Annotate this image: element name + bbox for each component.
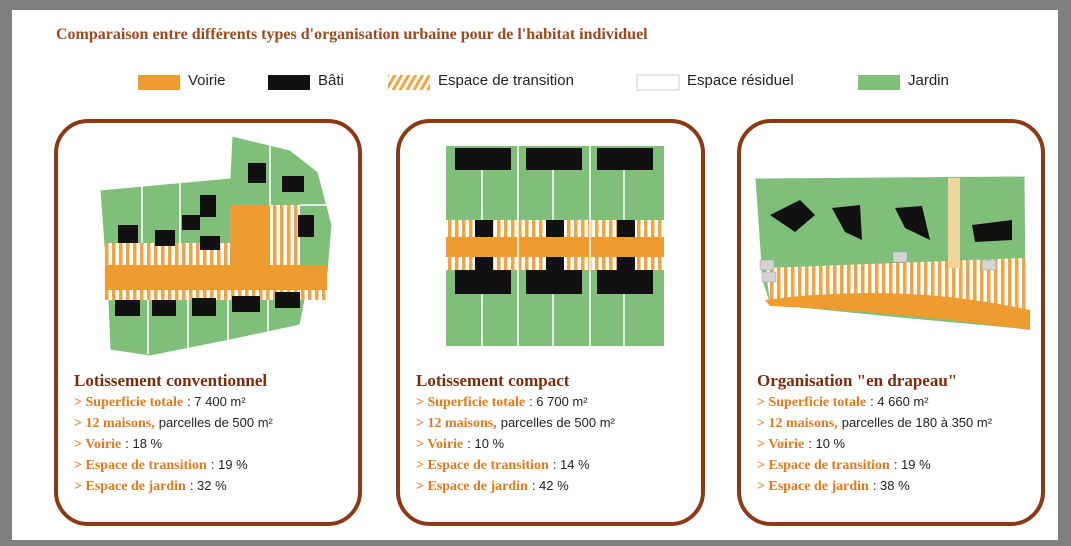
item-value: : 10 % bbox=[467, 436, 505, 451]
card-item: > Espace de transition: 19 % bbox=[74, 455, 354, 476]
card-item: > Superficie totale: 6 700 m² bbox=[416, 392, 696, 413]
item-value: : 7 400 m² bbox=[187, 394, 246, 409]
swatch-residuel bbox=[636, 74, 680, 91]
card-title: Organisation "en drapeau" bbox=[757, 371, 958, 390]
item-value: : 32 % bbox=[189, 478, 227, 493]
item-label: > Voirie bbox=[416, 437, 464, 452]
legend-label: Bâti bbox=[318, 72, 344, 89]
card-item: > 12 maisons, parcelles de 180 à 350 m² bbox=[757, 413, 1002, 434]
item-label: > 12 maisons, bbox=[74, 416, 155, 431]
swatch-bati bbox=[268, 75, 310, 90]
item-label: > Espace de jardin bbox=[74, 479, 186, 494]
card-item: > Voirie: 10 % bbox=[416, 434, 696, 455]
card-border bbox=[737, 119, 1045, 526]
card-item: > Voirie: 18 % bbox=[74, 434, 354, 455]
card-text: Organisation "en drapeau" > Superficie to… bbox=[757, 370, 1002, 497]
legend-label: Voirie bbox=[188, 72, 226, 89]
legend-label: Jardin bbox=[908, 72, 949, 89]
item-value: : 19 % bbox=[210, 457, 248, 472]
card-title: Lotissement compact bbox=[416, 371, 570, 390]
card-item: > 12 maisons, parcelles de 500 m² bbox=[416, 413, 696, 434]
item-value: : 14 % bbox=[552, 457, 590, 472]
item-label: > 12 maisons, bbox=[416, 416, 497, 431]
swatch-jardin bbox=[858, 75, 900, 90]
item-label: > 12 maisons, bbox=[757, 416, 838, 431]
item-value: : 42 % bbox=[531, 478, 569, 493]
card-item: > Superficie totale: 4 660 m² bbox=[757, 392, 1002, 413]
card-item: > Espace de jardin: 42 % bbox=[416, 476, 696, 497]
item-value: : 18 % bbox=[125, 436, 163, 451]
legend-label: Espace résiduel bbox=[687, 72, 794, 89]
plan-conventionnel bbox=[99, 135, 333, 357]
card-item: > Superficie totale: 7 400 m² bbox=[74, 392, 354, 413]
card-item: > Espace de jardin: 32 % bbox=[74, 476, 354, 497]
item-value: parcelles de 500 m² bbox=[158, 415, 273, 430]
card-item: > Espace de transition: 19 % bbox=[757, 455, 1002, 476]
card-border bbox=[54, 119, 362, 526]
item-label: > Superficie totale bbox=[416, 395, 526, 410]
item-value: : 4 660 m² bbox=[870, 394, 929, 409]
legend-swatches bbox=[138, 74, 900, 91]
card-item: > 12 maisons, parcelles de 500 m² bbox=[74, 413, 354, 434]
item-value: parcelles de 500 m² bbox=[500, 415, 615, 430]
legend-label: Espace de transition bbox=[438, 72, 574, 89]
card-item: > Espace de transition: 14 % bbox=[416, 455, 696, 476]
card-text: Lotissement conventionnel > Superficie to… bbox=[74, 370, 354, 497]
item-value: parcelles de 180 à 350 m² bbox=[841, 415, 993, 430]
item-label: > Espace de transition bbox=[757, 458, 890, 473]
plan-drapeau bbox=[754, 175, 1031, 331]
item-label: > Espace de transition bbox=[416, 458, 549, 473]
title: Comparaison entre différents types d'org… bbox=[56, 26, 648, 43]
card-item: > Espace de jardin: 38 % bbox=[757, 476, 1002, 497]
plan-compact bbox=[446, 146, 664, 346]
card-item: > Voirie: 10 % bbox=[757, 434, 1002, 455]
item-label: > Superficie totale bbox=[74, 395, 184, 410]
item-label: > Espace de jardin bbox=[757, 479, 869, 494]
item-label: > Espace de jardin bbox=[416, 479, 528, 494]
item-value: : 10 % bbox=[808, 436, 846, 451]
item-value: : 38 % bbox=[872, 478, 910, 493]
card-title: Lotissement conventionnel bbox=[74, 371, 268, 390]
item-label: > Voirie bbox=[74, 437, 122, 452]
item-label: > Superficie totale bbox=[757, 395, 867, 410]
cards bbox=[54, 119, 1045, 526]
swatch-voirie bbox=[138, 75, 180, 90]
swatch-transition bbox=[388, 75, 430, 90]
item-value: : 19 % bbox=[893, 457, 931, 472]
item-label: > Voirie bbox=[757, 437, 805, 452]
card-text: Lotissement compact > Superficie totale: … bbox=[416, 370, 696, 497]
card-border bbox=[396, 119, 705, 526]
item-value: : 6 700 m² bbox=[529, 394, 588, 409]
item-label: > Espace de transition bbox=[74, 458, 207, 473]
